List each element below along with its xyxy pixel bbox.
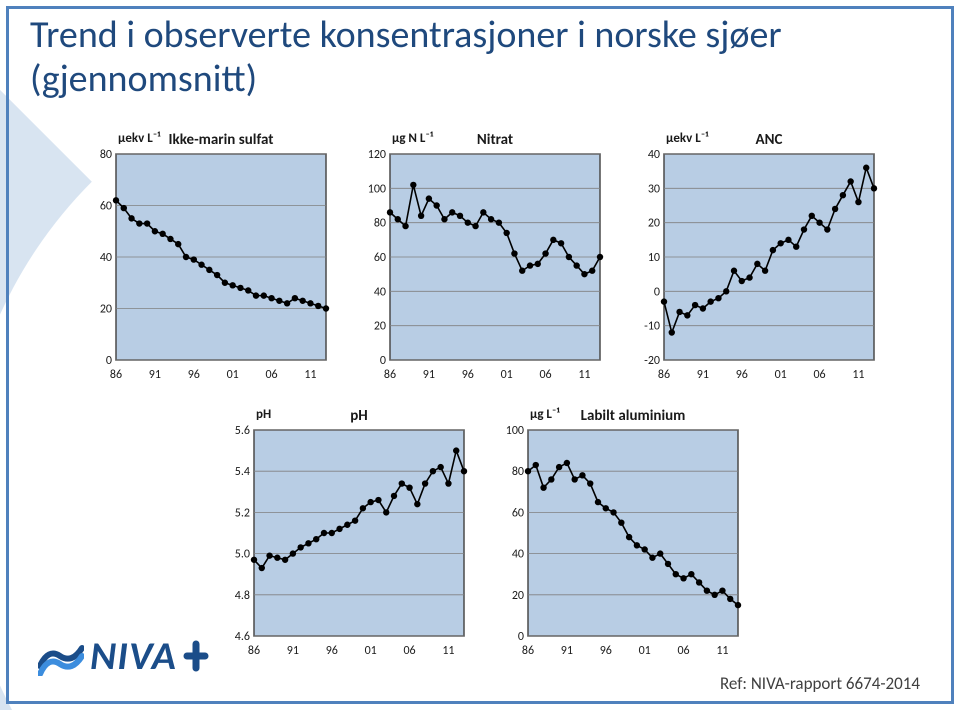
svg-text:96: 96 — [462, 368, 474, 382]
svg-text:86: 86 — [110, 368, 122, 382]
svg-text:40: 40 — [100, 251, 112, 265]
svg-text:40: 40 — [374, 285, 386, 299]
svg-text:11: 11 — [852, 368, 864, 382]
svg-text:11: 11 — [578, 368, 590, 382]
svg-text:120: 120 — [368, 148, 386, 162]
chart-row-2: pH pH 4.6 4.8 5.0 5.2 5.4 5.6 86 91 96 01 06 11 μg L⁻… — [214, 404, 744, 658]
svg-text:0: 0 — [654, 285, 660, 299]
svg-text:06: 06 — [813, 368, 825, 382]
svg-text:20: 20 — [648, 217, 660, 231]
chart-ph: pH pH 4.6 4.8 5.0 5.2 5.4 5.6 86 91 96 01 06 11 — [214, 404, 470, 658]
svg-text:01: 01 — [775, 368, 787, 382]
chart-labilt-aluminium: μg L⁻¹ Labilt aluminium 0 20 40 60 80 100 86 91 96… — [488, 404, 744, 658]
chart-row-1: μekv L⁻¹ Ikke-marin sulfat 0 20 40 60 80 86 91 96… — [76, 128, 880, 382]
svg-text:5.0: 5.0 — [235, 548, 250, 562]
page-title: Trend i observerte konsentrasjoner i nor… — [30, 14, 930, 101]
svg-text:0: 0 — [106, 354, 112, 368]
svg-text:-20: -20 — [644, 354, 660, 368]
svg-text:20: 20 — [374, 320, 386, 334]
svg-text:100: 100 — [368, 182, 386, 196]
svg-text:06: 06 — [539, 368, 551, 382]
plus-icon — [183, 636, 209, 676]
svg-text:60: 60 — [374, 251, 386, 265]
svg-text:06: 06 — [403, 644, 415, 658]
svg-text:86: 86 — [384, 368, 396, 382]
svg-text:40: 40 — [648, 148, 660, 162]
svg-text:80: 80 — [512, 465, 524, 479]
svg-text:5.6: 5.6 — [235, 424, 250, 438]
svg-text:pH: pH — [256, 407, 271, 422]
svg-text:5.2: 5.2 — [235, 506, 250, 520]
wave-icon — [38, 636, 84, 676]
svg-text:30: 30 — [648, 182, 660, 196]
svg-text:06: 06 — [677, 644, 689, 658]
svg-text:11: 11 — [716, 644, 728, 658]
svg-text:80: 80 — [100, 148, 112, 162]
svg-text:80: 80 — [374, 217, 386, 231]
svg-text:91: 91 — [287, 644, 299, 658]
chart-nitrat: μg N L⁻¹ Nitrat 0 20 40 60 80 100 120 86 91 96 01 06 1… — [350, 128, 606, 382]
svg-text:μg L⁻¹: μg L⁻¹ — [530, 407, 560, 422]
svg-text:-10: -10 — [644, 320, 660, 334]
slide: { "title": "Trend i observerte konsentra… — [0, 0, 960, 710]
svg-text:96: 96 — [600, 644, 612, 658]
svg-text:4.6: 4.6 — [235, 630, 250, 644]
svg-text:20: 20 — [512, 589, 524, 603]
svg-text:01: 01 — [639, 644, 651, 658]
svg-text:86: 86 — [522, 644, 534, 658]
chart-ikke-marin-sulfat: μekv L⁻¹ Ikke-marin sulfat 0 20 40 60 80 86 91 96… — [76, 128, 332, 382]
svg-text:86: 86 — [248, 644, 260, 658]
svg-text:96: 96 — [188, 368, 200, 382]
svg-text:μekv L⁻¹: μekv L⁻¹ — [118, 131, 161, 146]
svg-text:μg N L⁻¹: μg N L⁻¹ — [392, 131, 434, 146]
svg-text:96: 96 — [326, 644, 338, 658]
svg-text:60: 60 — [100, 200, 112, 214]
svg-text:06: 06 — [265, 368, 277, 382]
svg-text:11: 11 — [442, 644, 454, 658]
svg-text:91: 91 — [561, 644, 573, 658]
svg-text:5.4: 5.4 — [235, 465, 250, 479]
svg-text:60: 60 — [512, 506, 524, 520]
svg-text:20: 20 — [100, 303, 112, 317]
niva-logo: NIVA — [38, 631, 209, 680]
svg-text:91: 91 — [697, 368, 709, 382]
chart-anc: μekv L⁻¹ ANC -20 -10 0 10 20 30 40 86 91 96 01 06 11 — [624, 128, 880, 382]
svg-text:0: 0 — [518, 630, 524, 644]
svg-text:86: 86 — [658, 368, 670, 382]
svg-text:11: 11 — [304, 368, 316, 382]
svg-text:10: 10 — [648, 251, 660, 265]
svg-text:91: 91 — [423, 368, 435, 382]
svg-text:4.8: 4.8 — [235, 589, 250, 603]
svg-text:01: 01 — [365, 644, 377, 658]
svg-text:Labilt aluminium: Labilt aluminium — [581, 407, 686, 425]
svg-text:ANC: ANC — [756, 131, 783, 149]
svg-text:μekv L⁻¹: μekv L⁻¹ — [666, 131, 709, 146]
svg-text:01: 01 — [227, 368, 239, 382]
svg-text:0: 0 — [380, 354, 386, 368]
footer-ref: Ref: NIVA-rapport 6674-2014 — [720, 673, 920, 694]
svg-text:Nitrat: Nitrat — [477, 131, 513, 149]
svg-text:Ikke-marin sulfat: Ikke-marin sulfat — [169, 131, 274, 149]
svg-text:96: 96 — [736, 368, 748, 382]
svg-text:01: 01 — [501, 368, 513, 382]
svg-text:91: 91 — [149, 368, 161, 382]
svg-text:pH: pH — [350, 407, 368, 425]
svg-text:40: 40 — [512, 548, 524, 562]
svg-text:100: 100 — [506, 424, 524, 438]
logo-text: NIVA — [90, 631, 177, 680]
